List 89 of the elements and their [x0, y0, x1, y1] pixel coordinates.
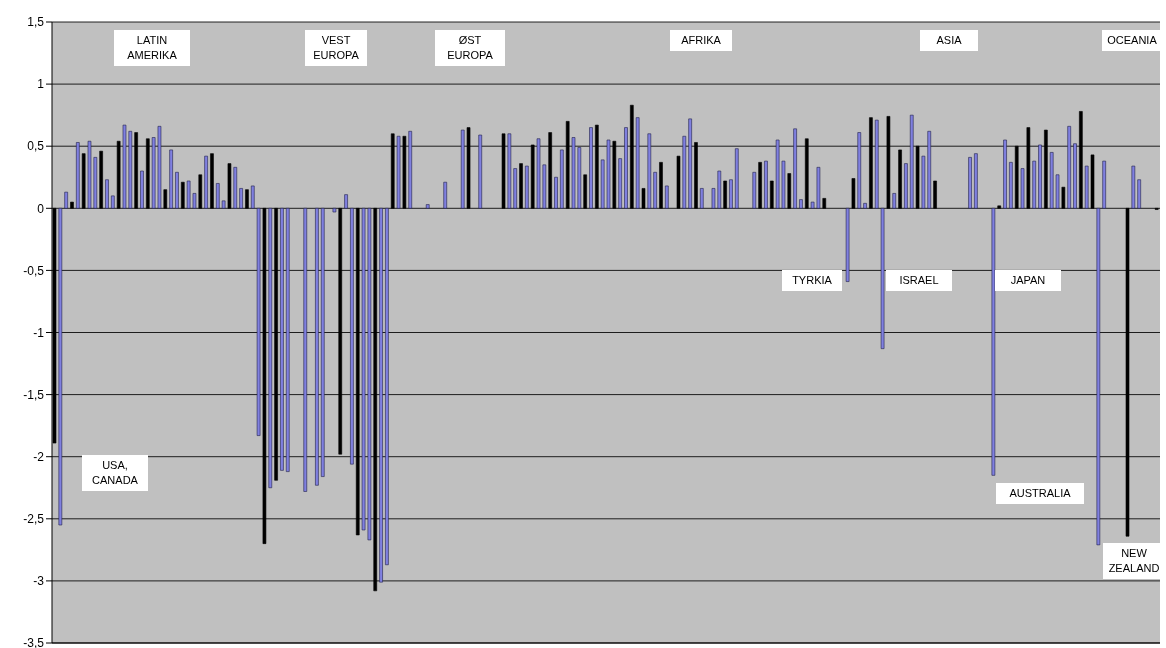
- bar: [635, 117, 640, 209]
- bar: [647, 133, 652, 209]
- bar: [1067, 126, 1071, 209]
- y-tick-label: -3,5: [23, 636, 45, 648]
- bar: [408, 131, 413, 209]
- bar: [909, 114, 914, 209]
- bar: [1038, 144, 1042, 209]
- bar: [974, 153, 978, 209]
- bar: [169, 149, 173, 209]
- bar: [64, 191, 68, 209]
- y-tick-label: 0: [37, 201, 45, 216]
- y-tick-label: -1: [33, 325, 45, 340]
- y-tick-label: -0,5: [23, 263, 45, 278]
- bar: [1032, 160, 1037, 209]
- y-tick-label: 1,5: [27, 15, 45, 30]
- bar: [682, 135, 687, 209]
- bar: [76, 142, 80, 209]
- bar: [140, 170, 144, 209]
- bar: [303, 208, 308, 492]
- bar: [239, 188, 243, 209]
- bar: [525, 165, 529, 209]
- bar: [1020, 168, 1025, 209]
- annotation: ISRAEL: [886, 270, 952, 291]
- bar: [385, 208, 389, 566]
- y-tick-label: -1,5: [23, 387, 45, 402]
- bar: [560, 149, 564, 209]
- annotation: ØST EUROPA: [435, 30, 505, 66]
- bar: [443, 181, 448, 209]
- y-tick-label: 1: [37, 77, 45, 92]
- bar: [1073, 143, 1077, 209]
- bar: [764, 160, 768, 209]
- bar: [863, 203, 867, 209]
- bar: [1084, 165, 1089, 209]
- bar: [892, 193, 897, 209]
- bar: [350, 208, 354, 465]
- bar: [332, 208, 337, 213]
- bar: [320, 208, 325, 477]
- bar: [1009, 162, 1013, 209]
- y-tick-label: -2,5: [23, 512, 45, 527]
- annotation: VEST EUROPA: [305, 30, 367, 66]
- annotation: AFRIKA: [670, 30, 732, 51]
- bar: [280, 208, 284, 471]
- annotation: LATIN AMERIKA: [114, 30, 190, 66]
- bar: [105, 179, 109, 209]
- bar: [665, 185, 669, 209]
- bar: [729, 179, 733, 209]
- bar: [396, 135, 401, 209]
- bar: [752, 171, 757, 209]
- annotation: USA, CANADA: [82, 455, 148, 491]
- bar: [991, 208, 996, 476]
- annotation: ASIA: [920, 30, 978, 51]
- bar: [315, 208, 319, 486]
- bar: [268, 208, 273, 489]
- bar: [379, 208, 383, 583]
- bar: [111, 195, 115, 209]
- bar: [734, 148, 739, 209]
- bar: [1131, 165, 1136, 209]
- annotation: OCEANIA: [1102, 30, 1162, 51]
- bar: [589, 127, 593, 209]
- bar: [233, 167, 238, 209]
- annotation: AUSTRALIA: [996, 483, 1084, 504]
- bar: [968, 157, 972, 209]
- bar: [554, 176, 558, 209]
- bar: [1137, 179, 1141, 209]
- bar: [857, 132, 862, 209]
- y-tick-label: -3: [33, 574, 45, 589]
- bar: [653, 171, 657, 209]
- y-tick-label: -2: [33, 449, 45, 464]
- bar: [799, 199, 803, 209]
- bar: [793, 128, 797, 209]
- bar: [1003, 139, 1007, 209]
- annotation: TYRKIA: [782, 270, 842, 291]
- y-tick-label: 0,5: [27, 139, 45, 154]
- bar: [904, 163, 908, 209]
- bar: [344, 194, 348, 209]
- bar: [845, 208, 850, 282]
- bar: [58, 208, 63, 526]
- bar: [285, 208, 290, 472]
- bar: [688, 118, 692, 209]
- bar: [175, 171, 179, 209]
- bar: [460, 129, 465, 209]
- annotation: NEW ZEALAND: [1103, 543, 1165, 579]
- bar: [700, 188, 704, 209]
- bar: [204, 155, 208, 209]
- bar: [624, 127, 628, 209]
- bar: [478, 134, 483, 209]
- bar: [618, 158, 622, 209]
- bar: [425, 204, 430, 209]
- annotation: JAPAN: [995, 270, 1061, 291]
